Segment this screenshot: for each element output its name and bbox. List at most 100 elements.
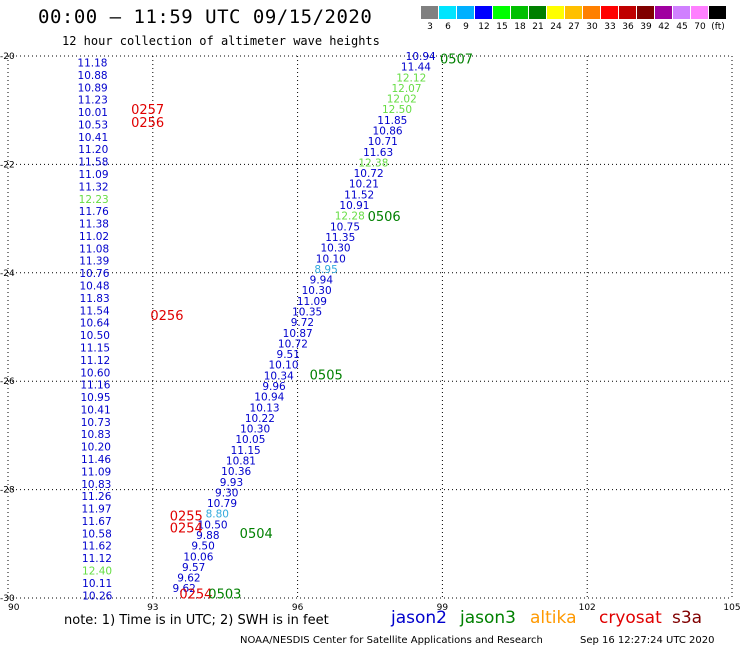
color-scale-label: 36 xyxy=(622,22,634,32)
wave-height-label: 12.23 xyxy=(79,194,109,206)
wave-height-label: 12.12 xyxy=(396,72,426,84)
wave-height-label: 11.26 xyxy=(81,491,111,503)
color-swatch xyxy=(691,6,708,19)
wave-height-label: 10.35 xyxy=(292,306,322,318)
color-scale-label: 9 xyxy=(463,22,469,32)
x-tick-label: 99 xyxy=(437,603,449,613)
color-swatch xyxy=(529,6,546,19)
generated-timestamp: Sep 16 12:27:24 UTC 2020 xyxy=(580,635,715,646)
wave-height-label: 10.75 xyxy=(330,221,360,233)
wave-height-label: 11.52 xyxy=(344,189,374,201)
wave-height-label: 11.39 xyxy=(79,256,109,268)
pass-time-label: 0507 xyxy=(440,53,473,68)
wave-height-label: 10.87 xyxy=(283,328,313,340)
wave-height-label: 10.10 xyxy=(316,253,346,265)
x-tick-label: 90 xyxy=(8,603,20,613)
wave-height-label: 10.41 xyxy=(78,132,108,144)
wave-height-label: 10.58 xyxy=(82,528,112,540)
y-tick-label: -26 xyxy=(0,377,15,387)
wave-height-label: 10.91 xyxy=(339,200,369,212)
pass-time-label: 0503 xyxy=(208,588,241,603)
color-scale-label: 70 xyxy=(694,22,706,32)
chart-title: 00:00 – 11:59 UTC 09/15/2020 xyxy=(38,6,373,28)
legend-s3a: s3a xyxy=(672,608,703,628)
color-scale-label: 15 xyxy=(496,22,508,32)
x-tick-label: 93 xyxy=(147,603,158,613)
wave-height-label: 10.01 xyxy=(78,107,108,119)
wave-height-label: 10.81 xyxy=(226,456,256,468)
wave-height-label: 10.83 xyxy=(81,429,111,441)
wave-height-label: 10.30 xyxy=(302,285,332,297)
wave-height-label: 10.21 xyxy=(349,179,379,191)
wave-height-label: 11.23 xyxy=(78,95,108,107)
wave-height-label: 11.38 xyxy=(79,219,109,231)
wave-height-label: 11.67 xyxy=(82,516,112,528)
wave-height-label: 10.88 xyxy=(78,70,108,82)
color-swatch xyxy=(709,6,726,19)
wave-height-label: 10.06 xyxy=(183,551,213,563)
wave-height-label: 11.18 xyxy=(77,58,107,70)
color-swatch xyxy=(655,6,672,19)
color-scale-label: 6 xyxy=(445,22,451,32)
wave-height-label: 8.80 xyxy=(206,509,229,521)
color-scale-label: 21 xyxy=(532,22,544,32)
pass-time-label: 0254 xyxy=(170,522,203,537)
wave-height-label: 9.62 xyxy=(177,573,200,585)
y-tick-label: -24 xyxy=(0,269,15,279)
wave-height-label: 12.50 xyxy=(382,104,412,116)
wave-height-label: 11.62 xyxy=(82,541,112,553)
credit-line: NOAA/NESDIS Center for Satellite Applica… xyxy=(240,635,543,646)
wave-height-label: 10.50 xyxy=(80,330,110,342)
wave-height-label: 10.48 xyxy=(79,281,109,293)
wave-height-label: 10.94 xyxy=(254,392,284,404)
color-swatch xyxy=(439,6,456,19)
wave-height-label: 11.16 xyxy=(80,380,110,392)
wave-height-label: 11.02 xyxy=(79,231,109,243)
wave-height-label: 10.05 xyxy=(235,434,265,446)
wave-height-label: 10.34 xyxy=(264,370,294,382)
legend-jason2: jason2 xyxy=(391,608,447,628)
wave-height-label: 12.38 xyxy=(358,157,388,169)
legend-jason3: jason3 xyxy=(460,608,516,628)
wave-height-label: 9.94 xyxy=(310,275,334,287)
x-tick-label: 96 xyxy=(292,603,304,613)
pass-time-label: 0506 xyxy=(368,210,401,225)
color-swatch xyxy=(457,6,474,19)
wave-height-label: 10.86 xyxy=(373,126,403,138)
pass-time-label: 0256 xyxy=(131,116,164,131)
y-tick-label: -30 xyxy=(0,594,15,604)
wave-height-label: 12.07 xyxy=(391,83,421,95)
wave-height-label: 12.40 xyxy=(82,566,112,578)
wave-height-label: 11.09 xyxy=(297,296,327,308)
color-swatch xyxy=(565,6,582,19)
pass-time-label: 0504 xyxy=(240,527,273,542)
wave-height-label: 10.50 xyxy=(198,519,228,531)
wave-height-label: 11.15 xyxy=(231,445,261,457)
wave-height-label: 11.63 xyxy=(363,147,393,159)
wave-height-label: 10.30 xyxy=(321,243,351,255)
wave-height-label: 11.09 xyxy=(81,466,111,478)
wave-height-label: 11.58 xyxy=(78,157,108,169)
color-scale-label: 42 xyxy=(658,22,670,32)
wave-height-label: 12.02 xyxy=(387,94,417,106)
color-swatch xyxy=(583,6,600,19)
y-tick-label: -22 xyxy=(0,160,15,170)
chart-subtitle: 12 hour collection of altimeter wave hei… xyxy=(62,34,380,48)
wave-height-label: 11.09 xyxy=(78,169,108,181)
color-swatch xyxy=(511,6,528,19)
x-tick-label: 105 xyxy=(723,603,740,613)
color-scale-label: 39 xyxy=(640,22,652,32)
pass-time-label: 0505 xyxy=(310,369,343,384)
color-scale-label: 12 xyxy=(478,22,490,32)
y-tick-label: -28 xyxy=(0,486,15,496)
wave-height-label: 12.28 xyxy=(335,211,365,223)
color-scale-label: 18 xyxy=(514,22,526,32)
wave-height-label: 9.30 xyxy=(215,487,238,499)
wave-height-label: 10.76 xyxy=(79,268,109,280)
wave-height-label: 10.11 xyxy=(82,578,112,590)
wave-height-label: 10.53 xyxy=(78,119,108,131)
wave-height-label: 10.64 xyxy=(80,318,110,330)
wave-height-label: 10.22 xyxy=(245,413,275,425)
wave-height-label: 9.93 xyxy=(220,477,243,489)
